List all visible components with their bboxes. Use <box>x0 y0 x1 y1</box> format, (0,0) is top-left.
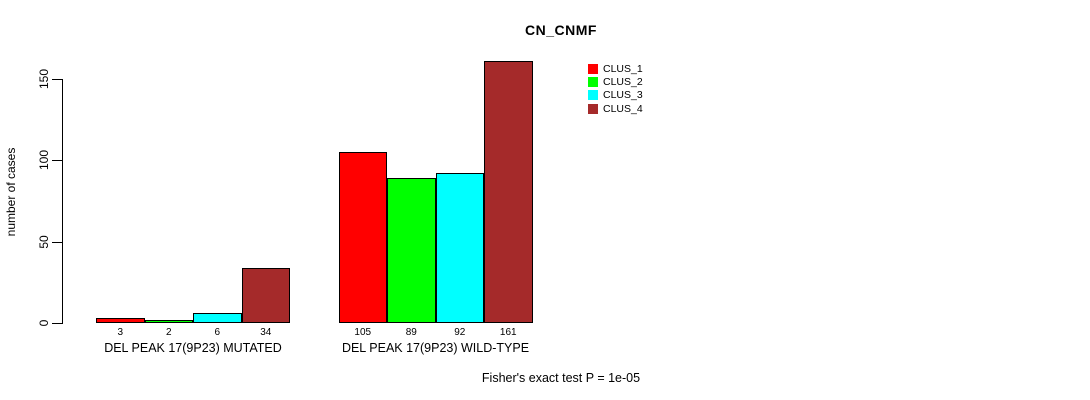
y-axis-tick <box>52 241 62 243</box>
legend-label: CLUS_1 <box>603 62 643 75</box>
bar-clus-2-group-0 <box>144 319 193 323</box>
clus-4-swatch-icon <box>588 103 598 114</box>
annotation-text: Fisher's exact test P = 1e-05 <box>481 371 641 385</box>
clus-3-swatch-icon <box>588 90 598 101</box>
y-axis-tick-label: 0 <box>37 319 51 327</box>
bar-clus-1-group-1 <box>338 152 387 323</box>
bar-clus-4-group-1 <box>484 61 533 323</box>
legend-item-clus-4: CLUS_4 <box>588 102 643 115</box>
bar-clus-1-group-0 <box>96 318 145 323</box>
legend-item-clus-1: CLUS_1 <box>588 62 643 75</box>
clus-1-swatch-icon <box>588 63 598 74</box>
group-label: DEL PEAK 17(9P23) WILD-TYPE <box>341 341 530 355</box>
legend-label: CLUS_2 <box>603 76 643 89</box>
y-axis-tick <box>52 79 62 80</box>
group-label: DEL PEAK 17(9P23) MUTATED <box>104 341 282 355</box>
bar-value-label: 6 <box>214 327 221 338</box>
bar-clus-3-group-0 <box>193 313 242 323</box>
bar-value-label: 3 <box>117 327 124 338</box>
bar-clus-3-group-1 <box>435 173 484 323</box>
y-axis-tick <box>52 323 62 324</box>
legend: CLUS_1 CLUS_2 CLUS_3 CLUS_4 <box>588 62 643 116</box>
clus-2-swatch-icon <box>588 77 598 88</box>
bar-clus-2-group-1 <box>387 178 436 323</box>
legend-label: CLUS_4 <box>603 102 643 115</box>
bar-clus-4-group-0 <box>241 267 290 323</box>
y-axis-tick-label: 150 <box>37 68 51 90</box>
legend-item-clus-3: CLUS_3 <box>588 89 643 102</box>
y-axis-tick <box>52 160 62 162</box>
y-axis-line <box>62 79 63 324</box>
bar-value-label: 105 <box>354 327 372 338</box>
legend-item-clus-2: CLUS_2 <box>588 75 643 88</box>
y-axis-tick-label: 50 <box>37 234 51 249</box>
y-axis-tick-label: 100 <box>37 150 51 171</box>
y-axis-label: number of cases <box>4 147 18 237</box>
chart-title: CN_CNMF <box>525 22 597 38</box>
bar-value-label: 92 <box>454 327 466 338</box>
bar-value-label: 161 <box>499 327 517 338</box>
bar-value-label: 2 <box>165 327 172 338</box>
bar-value-label: 34 <box>260 327 272 338</box>
legend-label: CLUS_3 <box>603 89 643 102</box>
bar-value-label: 89 <box>405 327 417 338</box>
